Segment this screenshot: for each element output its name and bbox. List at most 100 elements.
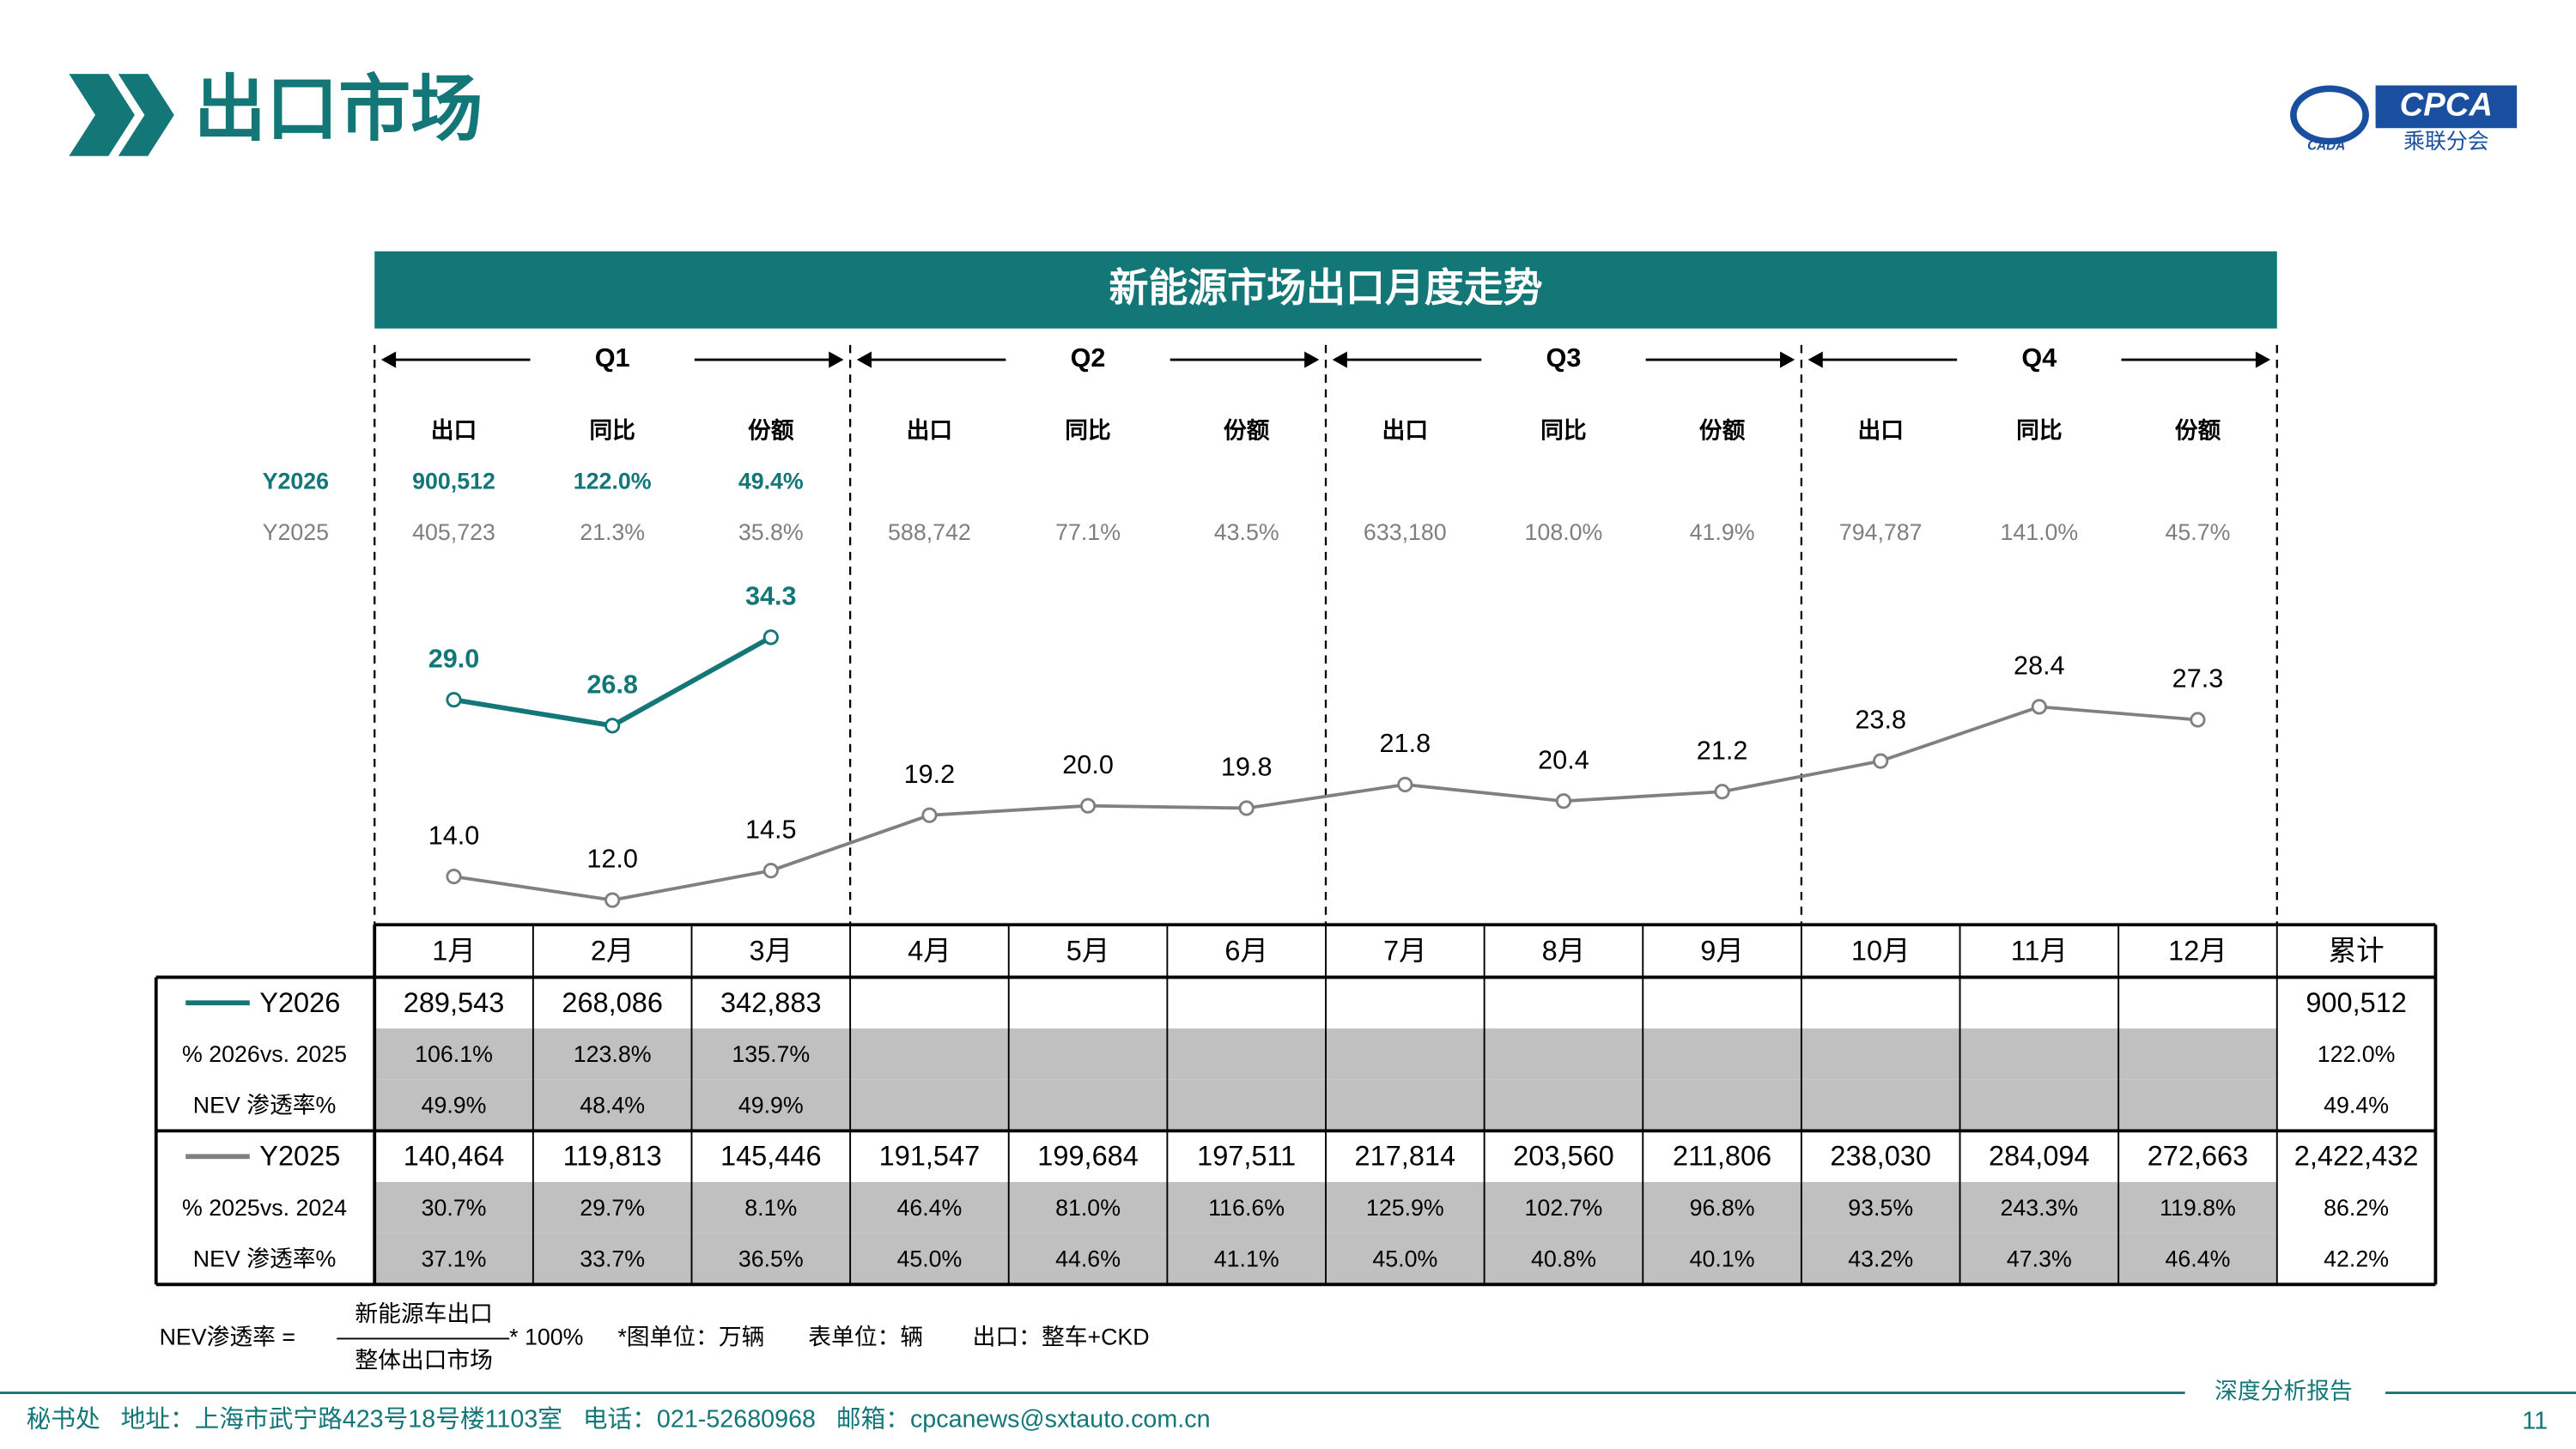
table-cell: 217,814: [1355, 1141, 1456, 1172]
table-cell: 243.3%: [2000, 1195, 2078, 1221]
export-note: 出口：整车+CKD: [973, 1324, 1150, 1349]
column-label: 5月: [1066, 935, 1110, 966]
logo-mark: CADA: [2307, 138, 2345, 153]
table-cell: 145,446: [720, 1141, 822, 1172]
value-label: 29.0: [428, 644, 480, 673]
chart-unit: *图单位：万辆: [617, 1324, 764, 1349]
point: [762, 863, 779, 879]
stat-column-label: 出口: [1857, 417, 1904, 443]
point: [2031, 699, 2047, 715]
column-label: 11月: [2011, 935, 2068, 966]
point: [2190, 712, 2206, 728]
table-cell: 86.2%: [2324, 1195, 2389, 1221]
table-cell: 191,547: [879, 1141, 981, 1172]
stat-row-label: Y2026: [263, 469, 329, 494]
stat-value: 21.3%: [580, 519, 645, 545]
title-bar: [374, 251, 2277, 329]
stat-value: 41.9%: [1690, 519, 1755, 545]
arrow-head: [1304, 351, 1320, 368]
formula-label: NEV渗透率 =: [160, 1324, 295, 1349]
table-cell: 30.7%: [422, 1195, 487, 1221]
column-label: 12月: [2168, 935, 2227, 966]
stat-value: 43.5%: [1214, 519, 1279, 545]
stat-column-label: 出口: [907, 417, 953, 443]
column-label: 3月: [749, 935, 793, 966]
table-cell: 93.5%: [1848, 1195, 1913, 1221]
value-label: 19.2: [904, 760, 956, 789]
table-cell: 272,663: [2148, 1141, 2249, 1172]
row-label: NEV 渗透率%: [193, 1246, 337, 1271]
stat-column-label: 同比: [2016, 417, 2063, 443]
row-label: NEV 渗透率%: [193, 1093, 337, 1119]
table-cell: 37.1%: [422, 1246, 487, 1271]
table-cell: 29.7%: [580, 1195, 645, 1221]
column-label: 6月: [1224, 935, 1268, 966]
table-cell: 42.2%: [2324, 1246, 2389, 1271]
footnote: NEV渗透率 = 新能源车出口 整体出口市场 * 100% *图单位：万辆 表单…: [160, 1301, 1150, 1373]
point: [1555, 793, 1572, 809]
arrow-head: [856, 351, 872, 368]
point: [446, 868, 462, 885]
table-cell: 197,511: [1197, 1141, 1296, 1172]
table-cell: 289,543: [404, 987, 505, 1018]
stat-value: 108.0%: [1525, 519, 1603, 545]
report-label: 深度分析报告: [2215, 1379, 2353, 1404]
formula-denominator: 整体出口市场: [355, 1347, 493, 1373]
table-cell: 102.7%: [1525, 1195, 1603, 1221]
table-cell: 49.9%: [738, 1093, 804, 1119]
point: [1714, 784, 1730, 800]
table-cell: 122.0%: [2318, 1041, 2396, 1067]
arrow-head: [2255, 351, 2271, 368]
table-cell: 40.8%: [1531, 1246, 1596, 1271]
table-cell: 268,086: [562, 987, 663, 1018]
arrow-head: [1332, 351, 1347, 368]
page-title: 出口市场: [194, 69, 483, 149]
stat-value: 35.8%: [738, 519, 804, 545]
table-cell: 49.9%: [422, 1093, 487, 1119]
quarter-label: Q1: [595, 343, 630, 373]
point: [1397, 776, 1413, 793]
value-label: 27.3: [2172, 664, 2224, 694]
table-cell: 900,512: [2306, 987, 2407, 1018]
stat-value: 633,180: [1364, 519, 1447, 545]
logo-text: CPCA: [2400, 86, 2493, 123]
stat-column-label: 份额: [1224, 417, 1270, 443]
value-label: 26.8: [586, 670, 638, 700]
stat-column-label: 同比: [589, 417, 635, 443]
stat-value: 405,723: [412, 519, 495, 545]
quarter-label: Q2: [1071, 343, 1106, 373]
formula-numerator: 新能源车出口: [355, 1301, 493, 1327]
stat-value: 141.0%: [2000, 519, 2078, 545]
quarter-label: Q4: [2021, 343, 2057, 373]
stat-column-label: 出口: [1382, 417, 1429, 443]
stat-value: 77.1%: [1055, 519, 1121, 545]
arrow-head: [380, 351, 397, 368]
table-cell: 203,560: [1513, 1141, 1614, 1172]
table-cell: 342,883: [720, 987, 822, 1018]
table-cell: 47.3%: [2007, 1246, 2072, 1271]
logo-box: [2375, 85, 2518, 129]
stat-column-label: 同比: [1065, 417, 1111, 443]
arrow-head: [829, 351, 844, 368]
value-label: 19.8: [1221, 753, 1273, 782]
table-cell: 43.2%: [1848, 1246, 1913, 1271]
column-label: 2月: [591, 935, 635, 966]
point: [1238, 800, 1255, 816]
stat-column-label: 同比: [1540, 417, 1587, 443]
table-cell: 48.4%: [580, 1093, 645, 1119]
table-cell: 211,806: [1673, 1141, 1771, 1172]
table-cell: 199,684: [1037, 1141, 1139, 1172]
value-label: 23.8: [1855, 706, 1906, 735]
table-cell: 81.0%: [1055, 1195, 1121, 1221]
value-label: 28.4: [2014, 652, 2065, 681]
quarter-label: Q3: [1546, 343, 1582, 373]
column-label: 10月: [1851, 935, 1911, 966]
stat-value: 900,512: [412, 469, 495, 494]
table-unit: 表单位：辆: [808, 1324, 923, 1349]
stat-value: 588,742: [888, 519, 971, 545]
stat-value: 122.0%: [574, 469, 652, 494]
point: [605, 718, 621, 734]
table-cell: 46.4%: [2166, 1246, 2231, 1271]
row-label: % 2026vs. 2025: [182, 1041, 347, 1067]
